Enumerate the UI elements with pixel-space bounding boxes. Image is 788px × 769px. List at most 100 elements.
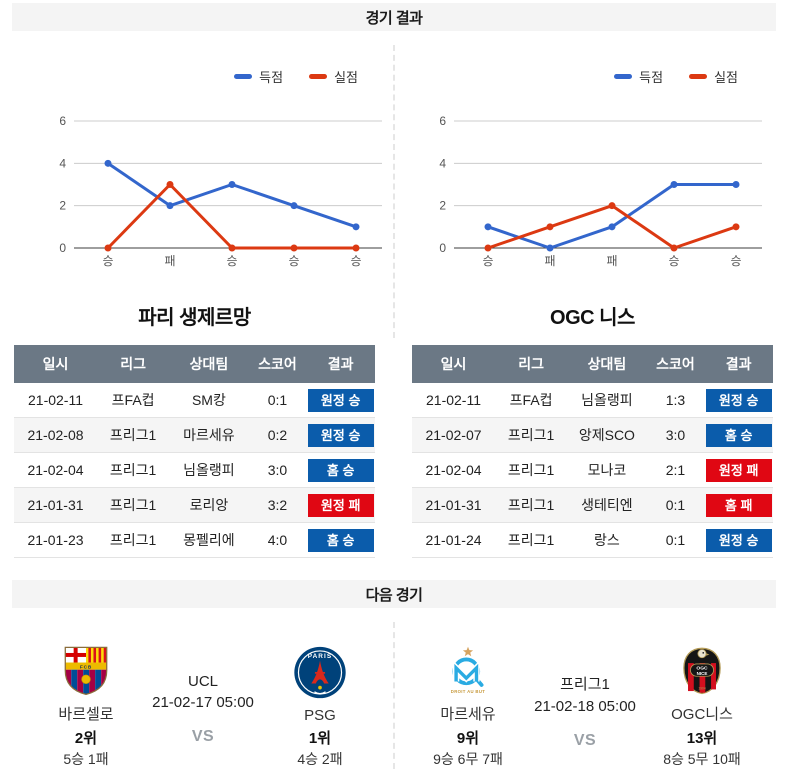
cell-date: 21-02-04: [412, 452, 496, 488]
home-team-name: 바르셀로: [58, 706, 114, 723]
match-info-column: 프리그1 21-02-18 05:00 VS: [534, 635, 636, 769]
next-match-section-title: 다음 경기: [365, 586, 423, 604]
svg-text:1904: 1904: [698, 686, 705, 690]
cell-score: 0:1: [646, 487, 705, 523]
svg-text:NICE: NICE: [697, 671, 708, 676]
next-match-card-ligue1: DROIT AU BUT 마르세유 9위 9승 6무 7패 프리그1 21-02…: [402, 635, 768, 769]
away-team-name: OGC니스: [671, 706, 733, 723]
result-badge: 원정 승: [307, 423, 374, 447]
team-title-psg: 파리 생제르망: [138, 307, 251, 329]
svg-text:FCB: FCB: [80, 664, 92, 670]
away-team-name: PSG: [304, 707, 336, 724]
col-header-date: 일시: [14, 345, 98, 383]
vs-label: VS: [191, 728, 215, 745]
cell-score: 0:2: [248, 417, 307, 453]
away-team-rank: 1위: [308, 730, 332, 747]
cell-result: 홈 패: [704, 487, 773, 523]
col-header-league: 리그: [495, 345, 568, 383]
col-header-opponent: 상대팀: [567, 345, 647, 383]
cell-opponent: 모나코: [567, 452, 647, 488]
match-datetime: 21-02-18 05:00: [534, 698, 636, 715]
cell-league: 프리그1: [495, 417, 568, 453]
svg-text:6: 6: [439, 114, 446, 128]
match-league: UCL: [187, 673, 218, 690]
cell-league: 프리그1: [495, 487, 568, 523]
svg-text:승: 승: [226, 254, 237, 268]
col-header-league: 리그: [97, 345, 170, 383]
psg-crest-icon: PARIS: [294, 646, 346, 699]
cell-score: 3:0: [248, 452, 307, 488]
table-header-row: 일시 리그 상대팀 스코어 결과: [14, 345, 375, 383]
cell-opponent: 로리앙: [169, 487, 249, 523]
marseille-crest-icon: DROIT AU BUT: [451, 646, 485, 694]
table-row: 21-02-08 프리그1 마르세유 0:2 원정 승: [14, 417, 375, 453]
svg-text:승: 승: [102, 254, 113, 268]
home-team-column: FCB 바르셀로 2위 5승 1패: [20, 635, 152, 769]
cell-league: 프FA컵: [495, 383, 568, 418]
col-header-opponent: 상대팀: [169, 345, 249, 383]
svg-text:0: 0: [59, 241, 66, 255]
svg-text:0: 0: [439, 241, 446, 255]
svg-text:승: 승: [350, 254, 361, 268]
cell-league: 프리그1: [495, 452, 568, 488]
cell-date: 21-02-11: [412, 383, 496, 418]
table-row: 21-02-11 프FA컵 님올랭피 1:3 원정 승: [412, 383, 773, 418]
away-team-record: 8승 5무 10패: [663, 751, 741, 767]
result-badge: 홈 승: [705, 423, 772, 447]
svg-text:DROIT AU BUT: DROIT AU BUT: [451, 689, 485, 694]
vertical-dashed-divider-bottom: [393, 622, 395, 769]
cell-date: 21-01-24: [412, 522, 496, 558]
results-section-header: 경기 결과: [12, 3, 776, 31]
result-badge: 홈 승: [307, 528, 374, 552]
legend-label-conceded: 실점: [714, 70, 738, 85]
cell-result: 홈 승: [306, 522, 375, 558]
cell-league: 프FA컵: [97, 383, 170, 418]
table-row: 21-02-11 프FA컵 SM캉 0:1 원정 승: [14, 383, 375, 418]
cell-date: 21-02-07: [412, 417, 496, 453]
svg-text:4: 4: [59, 156, 66, 170]
cell-result: 원정 승: [306, 383, 375, 418]
table-row: 21-01-31 프리그1 생테티엔 0:1 홈 패: [412, 487, 773, 523]
nice-chart-canvas: 0 2 4 6 승 패 패 승 승: [439, 114, 762, 268]
results-section-title: 경기 결과: [365, 9, 423, 27]
chart-legend: 득점 실점: [234, 67, 358, 86]
cell-opponent: 생테티엔: [567, 487, 647, 523]
away-team-record: 4승 2패: [297, 751, 343, 767]
cell-score: 0:1: [646, 522, 705, 558]
conceded-line-swatch-icon: [309, 74, 328, 79]
svg-text:2: 2: [59, 199, 66, 213]
legend-item-conceded: 실점: [309, 67, 358, 86]
cell-league: 프리그1: [97, 452, 170, 488]
svg-text:PARIS: PARIS: [308, 653, 333, 660]
svg-text:패: 패: [164, 254, 175, 268]
legend-label-conceded: 실점: [334, 70, 358, 85]
cell-league: 프리그1: [97, 522, 170, 558]
barcelona-crest-icon: FCB: [64, 646, 108, 696]
cell-date: 21-01-23: [14, 522, 98, 558]
svg-text:승: 승: [288, 254, 299, 268]
scored-line-swatch-icon: [234, 74, 253, 79]
cell-result: 원정 승: [704, 522, 773, 558]
result-badge: 홈 패: [705, 493, 772, 517]
cell-date: 21-02-04: [14, 452, 98, 488]
legend-label-scored: 득점: [259, 70, 284, 85]
table-row: 21-02-04 프리그1 님올랭피 3:0 홈 승: [14, 452, 375, 488]
svg-text:2: 2: [439, 199, 446, 213]
cell-result: 원정 패: [704, 452, 773, 488]
legend-label-scored: 득점: [639, 70, 664, 85]
nice-table-body: 21-02-11 프FA컵 님올랭피 1:3 원정 승 21-02-07 프리그1 앙제SCO…: [412, 383, 773, 558]
svg-text:승: 승: [482, 254, 493, 268]
col-header-result: 결과: [704, 345, 773, 383]
team-title-nice: OGC 니스: [550, 307, 635, 329]
vertical-dashed-divider-top: [393, 45, 395, 338]
cell-date: 21-01-31: [412, 487, 496, 523]
match-info-column: UCL 21-02-17 05:00 VS: [152, 635, 254, 769]
table-row: 21-02-07 프리그1 앙제SCO 3:0 홈 승: [412, 417, 773, 453]
cell-result: 홈 승: [306, 452, 375, 488]
svg-text:승: 승: [668, 254, 679, 268]
cell-score: 2:1: [646, 452, 705, 488]
svg-text:패: 패: [544, 254, 555, 268]
home-team-column: DROIT AU BUT 마르세유 9위 9승 6무 7패: [402, 635, 534, 769]
away-team-column: OGC NICE 1904 OGC니스 13위 8승 5무 10패: [636, 635, 768, 769]
home-team-rank: 2위: [74, 730, 98, 747]
